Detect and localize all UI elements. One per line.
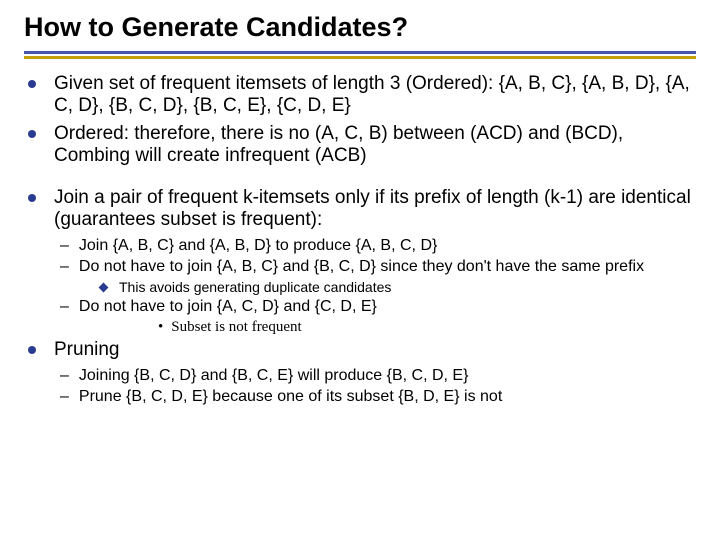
subsubsub-item: • Subset is not frequent — [158, 319, 692, 336]
dash-icon: – — [60, 258, 69, 276]
sub-item: – Prune {B, C, D, E} because one of its … — [60, 388, 692, 406]
sub-text: Do not have to join {A, C, D} and {C, D,… — [79, 298, 377, 316]
subsubsub-text: Subset is not frequent — [171, 319, 301, 336]
dash-icon: – — [60, 298, 69, 316]
bullet-text: Given set of frequent itemsets of length… — [54, 73, 692, 117]
sub-item: – Do not have to join {A, B, C} and {B, … — [60, 258, 692, 276]
diamond-icon — [99, 283, 109, 293]
subsub-text: This avoids generating duplicate candida… — [119, 279, 391, 295]
sub-item: – Join {A, B, C} and {A, B, D} to produc… — [60, 237, 692, 255]
bullet-item: Pruning — [28, 339, 692, 361]
sub-text: Prune {B, C, D, E} because one of its su… — [79, 388, 502, 406]
disc-icon — [28, 130, 36, 138]
bullet-item: Ordered: therefore, there is no (A, C, B… — [28, 123, 692, 167]
bullet-item: Given set of frequent itemsets of length… — [28, 73, 692, 117]
sub-text: Joining {B, C, D} and {B, C, E} will pro… — [79, 367, 469, 385]
disc-icon — [28, 80, 36, 88]
disc-icon — [28, 194, 36, 202]
dash-icon: – — [60, 388, 69, 406]
sub-text: Do not have to join {A, B, C} and {B, C,… — [79, 258, 644, 276]
rule-bottom — [24, 56, 696, 59]
rule-top — [24, 51, 696, 54]
dash-icon: – — [60, 237, 69, 255]
slide-title: How to Generate Candidates? — [0, 0, 720, 51]
dash-icon: – — [60, 367, 69, 385]
bullet-text: Ordered: therefore, there is no (A, C, B… — [54, 123, 692, 167]
sub-item: – Do not have to join {A, C, D} and {C, … — [60, 298, 692, 316]
sub-item: – Joining {B, C, D} and {B, C, E} will p… — [60, 367, 692, 385]
sub-text: Join {A, B, C} and {A, B, D} to produce … — [79, 237, 437, 255]
bullet-text: Pruning — [54, 339, 120, 361]
bullet-item: Join a pair of frequent k-itemsets only … — [28, 187, 692, 231]
disc-icon — [28, 346, 36, 354]
subsub-item: This avoids generating duplicate candida… — [100, 279, 692, 295]
title-rule — [0, 51, 720, 73]
bullet-text: Join a pair of frequent k-itemsets only … — [54, 187, 692, 231]
dot-icon: • — [158, 319, 163, 336]
slide-content: Given set of frequent itemsets of length… — [0, 73, 720, 406]
